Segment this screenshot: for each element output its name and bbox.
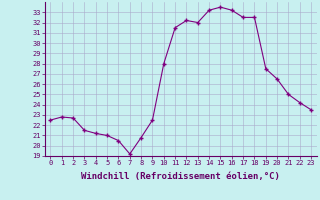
- X-axis label: Windchill (Refroidissement éolien,°C): Windchill (Refroidissement éolien,°C): [81, 172, 280, 181]
